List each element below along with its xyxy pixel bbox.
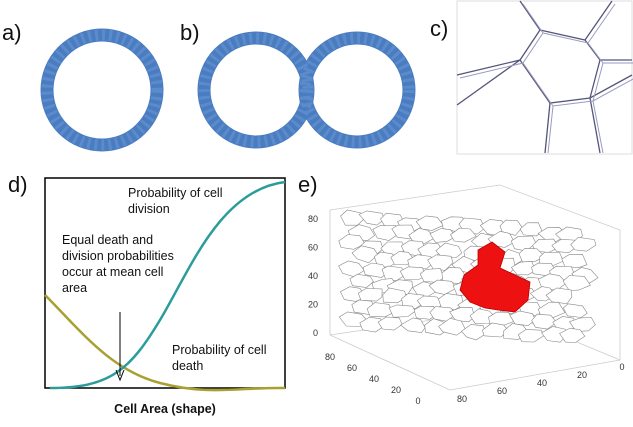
z-tick-label: 60 — [308, 243, 318, 253]
x-tick-label: 60 — [497, 386, 507, 396]
z-tick-label: 80 — [308, 214, 318, 224]
cell — [341, 210, 365, 225]
z-tick-label: 0 — [313, 328, 318, 338]
cell — [563, 304, 587, 318]
cell — [389, 305, 415, 317]
voronoi-panel — [457, 1, 633, 154]
x-tick-label: 80 — [457, 394, 467, 404]
annotation: Probability of cell — [128, 186, 223, 200]
annotation: death — [172, 359, 203, 373]
panel-label: a) — [2, 20, 22, 45]
dividing-cell — [204, 38, 409, 142]
cell — [401, 318, 426, 333]
panel-label: b) — [180, 20, 200, 45]
panel-label: d) — [8, 172, 28, 197]
z-tick-label: 40 — [308, 271, 318, 281]
annotation: division probabilities — [62, 249, 174, 263]
cell — [358, 289, 382, 302]
y-tick-label: 20 — [391, 385, 401, 395]
annotation: area — [62, 281, 87, 295]
figure: a) b) c) — [0, 0, 633, 427]
cell — [359, 211, 384, 225]
z-tick-label: 20 — [308, 300, 318, 310]
cell — [416, 216, 443, 231]
x-tick-label: 20 — [577, 370, 587, 380]
annotation: division — [128, 202, 170, 216]
panel-label: c) — [430, 16, 448, 41]
cell — [462, 324, 486, 340]
x-axis-label: Cell Area (shape) — [114, 402, 216, 416]
annotation: Probability of cell — [172, 343, 267, 357]
annotation: occur at mean cell — [62, 265, 163, 279]
panel-label: e) — [298, 172, 318, 197]
y-tick-label: 80 — [325, 352, 335, 362]
ring-cell — [47, 35, 157, 145]
x-tick-label: 40 — [537, 378, 547, 388]
x-tick-label: 0 — [619, 362, 624, 372]
cell — [562, 254, 587, 267]
y-tick-label: 0 — [415, 396, 420, 406]
annotation: Equal death and — [62, 233, 153, 247]
y-tick-label: 60 — [347, 363, 357, 373]
y-tick-label: 40 — [369, 374, 379, 384]
cell — [339, 261, 365, 277]
cell — [378, 317, 402, 330]
